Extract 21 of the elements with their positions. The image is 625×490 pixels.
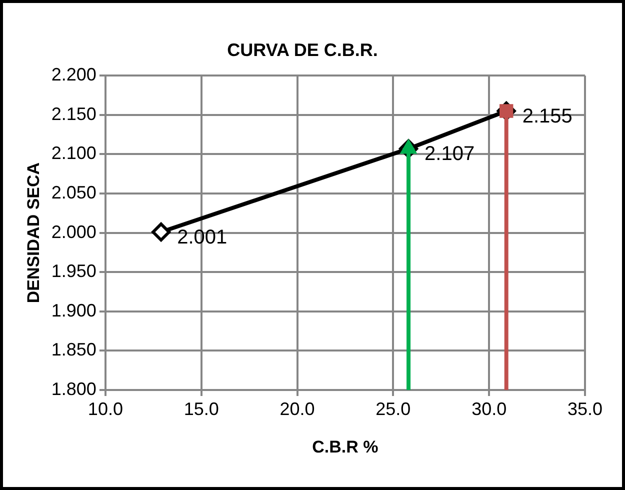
x-tick-label: 35.0 [567, 398, 603, 419]
x-axis-title: C.B.R % [312, 437, 378, 456]
data-label: 2.107 [424, 143, 475, 166]
y-tick-label: 1.850 [51, 340, 96, 360]
y-tick-label: 2.000 [51, 222, 96, 242]
y-axis-title: DENSIDAD SECA [24, 162, 43, 304]
x-tick-label: 25.0 [376, 398, 411, 419]
y-tick-label: 2.100 [51, 143, 96, 164]
y-tick-label: 2.200 [51, 64, 96, 85]
y-tick-label: 1.800 [51, 378, 96, 399]
y-tick-label: 2.150 [51, 104, 96, 124]
y-tick-label: 2.050 [51, 182, 96, 202]
x-tick-label: 30.0 [472, 398, 507, 419]
chart-title: CURVA DE C.B.R. [227, 40, 378, 60]
x-tick-label: 10.0 [88, 398, 123, 419]
x-tick-label: 15.0 [184, 398, 219, 419]
data-label: 2.155 [522, 105, 572, 128]
x-tick-label: 20.0 [280, 398, 315, 419]
y-tick-label: 1.950 [51, 261, 96, 282]
data-label: 2.001 [177, 226, 228, 249]
y-tick-label: 1.900 [51, 300, 96, 320]
